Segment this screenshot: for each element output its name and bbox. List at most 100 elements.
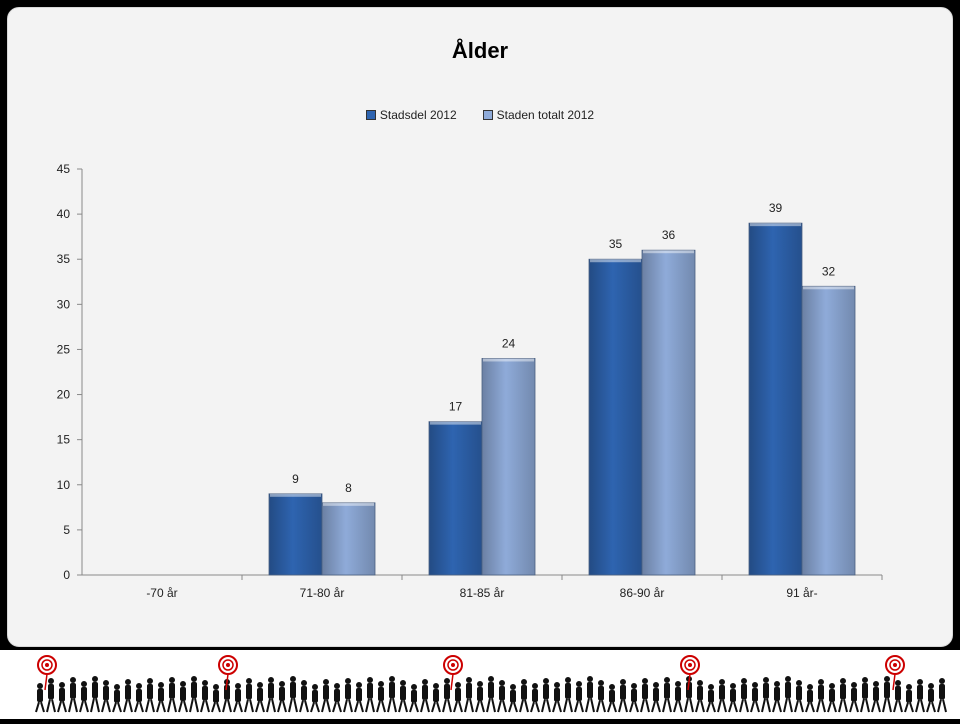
- x-tick-label: 91 år-: [786, 586, 817, 600]
- data-label: 32: [822, 264, 836, 278]
- y-tick-label: 0: [63, 568, 70, 582]
- person-silhouette: [79, 681, 89, 713]
- legend-label-series-2: Staden totalt 2012: [496, 108, 595, 122]
- person-silhouette: [695, 680, 705, 713]
- person-silhouette: [717, 679, 727, 713]
- target-icon: [885, 655, 905, 691]
- person-silhouette: [332, 683, 342, 713]
- person-silhouette: [354, 682, 364, 713]
- person-silhouette: [618, 679, 628, 713]
- data-label: 39: [769, 201, 783, 215]
- person-silhouette: [915, 679, 925, 713]
- person-silhouette: [189, 676, 199, 713]
- person-silhouette: [860, 677, 870, 713]
- bar-top-highlight: [750, 223, 801, 227]
- person-silhouette: [673, 681, 683, 713]
- person-silhouette: [387, 676, 397, 713]
- person-silhouette: [750, 682, 760, 713]
- person-silhouette: [838, 678, 848, 713]
- bar-2: [321, 502, 376, 576]
- person-silhouette: [101, 680, 111, 713]
- person-silhouette: [134, 683, 144, 713]
- person-silhouette: [145, 678, 155, 713]
- legend-label-series-1: Stadsdel 2012: [379, 108, 457, 122]
- person-silhouette: [475, 681, 485, 713]
- person-silhouette: [596, 680, 606, 713]
- bar-2: [641, 249, 696, 576]
- person-silhouette: [937, 678, 947, 713]
- person-silhouette: [574, 681, 584, 713]
- y-tick-label: 30: [57, 297, 71, 311]
- person-silhouette: [156, 682, 166, 713]
- person-silhouette: [376, 681, 386, 713]
- bar-top-highlight: [590, 259, 641, 263]
- bar-top-highlight: [270, 493, 321, 497]
- person-silhouette: [816, 679, 826, 713]
- person-silhouette: [761, 677, 771, 713]
- person-silhouette: [277, 681, 287, 713]
- target-icon: [680, 655, 700, 691]
- person-silhouette: [310, 684, 320, 713]
- person-silhouette: [585, 676, 595, 713]
- bar-2: [801, 285, 856, 576]
- person-silhouette: [211, 684, 221, 713]
- target-icon: [443, 655, 463, 691]
- person-silhouette: [772, 681, 782, 713]
- x-tick-label: -70 år: [146, 586, 177, 600]
- person-silhouette: [57, 682, 67, 713]
- person-silhouette: [508, 684, 518, 713]
- person-silhouette: [112, 684, 122, 713]
- person-silhouette: [365, 677, 375, 713]
- data-label: 36: [662, 228, 676, 242]
- person-silhouette: [662, 677, 672, 713]
- person-silhouette: [794, 680, 804, 713]
- person-silhouette: [453, 682, 463, 713]
- person-silhouette: [805, 684, 815, 713]
- y-tick-label: 45: [57, 162, 71, 176]
- person-silhouette: [904, 684, 914, 713]
- legend-item-series-1: Stadsdel 2012: [365, 108, 457, 122]
- person-silhouette: [68, 677, 78, 713]
- person-silhouette: [530, 683, 540, 713]
- bar-top-highlight: [483, 358, 534, 362]
- person-silhouette: [651, 682, 661, 713]
- person-silhouette: [541, 678, 551, 713]
- bar-1: [428, 421, 483, 576]
- person-silhouette: [167, 677, 177, 713]
- bar-top-highlight: [643, 250, 694, 254]
- person-silhouette: [244, 678, 254, 713]
- y-tick-label: 25: [57, 342, 71, 356]
- person-silhouette: [420, 679, 430, 713]
- person-silhouette: [464, 677, 474, 713]
- person-silhouette: [288, 676, 298, 713]
- person-silhouette: [607, 684, 617, 713]
- person-silhouette: [563, 677, 573, 713]
- person-silhouette: [233, 683, 243, 713]
- person-silhouette: [431, 683, 441, 713]
- person-silhouette: [849, 682, 859, 713]
- y-tick-label: 10: [57, 478, 71, 492]
- person-silhouette: [926, 683, 936, 713]
- data-label: 35: [609, 237, 623, 251]
- legend-item-series-2: Staden totalt 2012: [482, 108, 595, 122]
- data-label: 9: [292, 472, 299, 486]
- person-silhouette: [398, 680, 408, 713]
- person-silhouette: [321, 679, 331, 713]
- person-silhouette: [739, 678, 749, 713]
- person-silhouette: [255, 682, 265, 713]
- bar-top-highlight: [323, 502, 374, 506]
- person-silhouette: [882, 676, 892, 713]
- bar-chart: 0 5 10 15 20 25 30 35 40 45 -70 år 71-80 år 9 8 81-85 …: [57, 162, 883, 600]
- y-tick-label: 20: [57, 388, 71, 402]
- person-silhouette: [266, 677, 276, 713]
- person-silhouette: [497, 680, 507, 713]
- person-silhouette: [200, 680, 210, 713]
- people-silhouette-banner: [0, 650, 960, 719]
- person-silhouette: [178, 681, 188, 713]
- legend: Stadsdel 2012 Staden totalt 2012: [0, 108, 960, 122]
- person-silhouette: [629, 683, 639, 713]
- person-silhouette: [486, 676, 496, 713]
- y-tick-label: 40: [57, 207, 71, 221]
- bar-1: [268, 493, 323, 576]
- person-silhouette: [35, 683, 45, 713]
